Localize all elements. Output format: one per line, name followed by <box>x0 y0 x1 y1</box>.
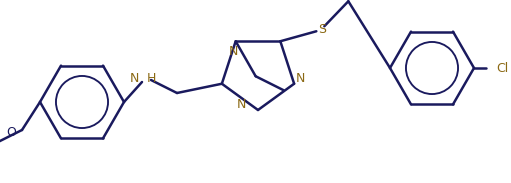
Text: N: N <box>296 72 306 85</box>
Text: H: H <box>147 72 156 85</box>
Text: S: S <box>318 23 327 36</box>
Text: Cl: Cl <box>496 61 508 74</box>
Text: N: N <box>229 45 238 58</box>
Text: N: N <box>237 98 246 111</box>
Text: N: N <box>130 72 139 85</box>
Text: O: O <box>6 126 16 139</box>
